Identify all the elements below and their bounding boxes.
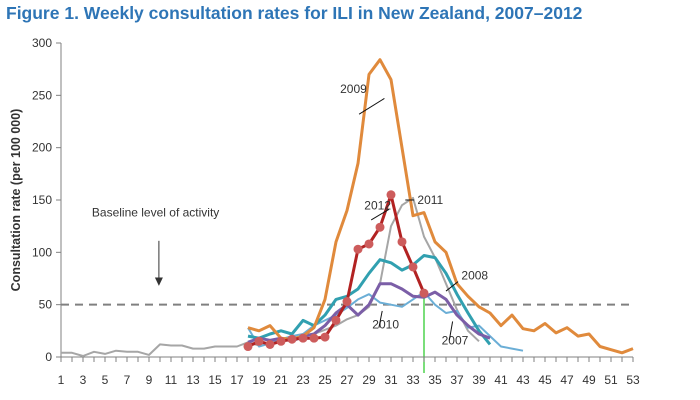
series-label-2011: 2011 [417, 193, 443, 207]
leader-line-2010 [378, 310, 383, 328]
arrow-down-icon [154, 277, 163, 286]
x-tick-label: 15 [208, 373, 222, 387]
series-point-2012 [353, 244, 363, 254]
series-point-2012 [320, 332, 330, 342]
x-tick-label: 5 [102, 373, 109, 387]
y-tick-label: 300 [32, 36, 52, 50]
series-line-2009 [247, 58, 634, 355]
series-point-2012 [309, 333, 319, 343]
x-tick-label: 35 [428, 373, 442, 387]
x-tick-label: 43 [516, 373, 530, 387]
leader-line-2009 [358, 98, 385, 115]
chart-title: Figure 1. Weekly consultation rates for … [6, 3, 583, 23]
x-tick-label: 13 [186, 373, 200, 387]
x-tick-label: 17 [230, 373, 244, 387]
series-label-2009: 2009 [340, 82, 367, 96]
series-label-2008: 2008 [461, 269, 488, 283]
x-tick-label: 25 [318, 373, 332, 387]
x-tick-label: 7 [124, 373, 131, 387]
x-tick-label: 53 [626, 373, 640, 387]
series-point-2012 [375, 222, 385, 232]
x-tick-label: 11 [165, 373, 178, 387]
leader-line-2012 [370, 208, 390, 221]
x-tick-label: 23 [296, 373, 310, 387]
x-tick-label: 33 [406, 373, 420, 387]
x-tick-label: 51 [604, 373, 618, 387]
x-tick-label: 37 [450, 373, 464, 387]
x-tick-label: 29 [362, 373, 376, 387]
y-tick-label: 100 [32, 245, 52, 259]
leader-line-2007 [448, 321, 454, 341]
series-point-2012 [408, 262, 418, 272]
x-tick-label: 19 [252, 373, 266, 387]
y-tick-label: 0 [45, 350, 52, 364]
y-tick-label: 50 [39, 298, 53, 312]
x-tick-label: 31 [384, 373, 398, 387]
series-point-2012 [331, 315, 341, 325]
series-point-2012 [364, 239, 374, 249]
series-point-2012 [342, 297, 352, 307]
series-line-2008 [247, 254, 492, 346]
y-axis-label: Consultation rate (per 100 000) [9, 109, 23, 292]
series-point-2012 [397, 237, 407, 247]
leader-line-2008 [445, 281, 459, 292]
series-point-2012 [276, 336, 286, 346]
series-point-2012 [265, 339, 275, 349]
x-tick-label: 49 [582, 373, 596, 387]
x-tick-label: 1 [58, 373, 65, 387]
y-tick-label: 150 [32, 193, 52, 207]
series-label-2007: 2007 [442, 333, 469, 347]
x-tick-label: 47 [560, 373, 574, 387]
x-tick-label: 41 [494, 373, 508, 387]
x-tick-label: 21 [274, 373, 288, 387]
baseline-label: Baseline level of activity [92, 206, 219, 220]
x-tick-label: 39 [472, 373, 486, 387]
series-point-2012 [419, 288, 429, 298]
x-tick-label: 27 [340, 373, 354, 387]
series-label-2012: 2012 [364, 198, 391, 212]
series-point-2012 [287, 334, 297, 344]
x-tick-label: 45 [538, 373, 552, 387]
series-point-2012 [243, 342, 253, 352]
x-tick-label: 9 [146, 373, 153, 387]
series-point-2012 [254, 336, 264, 346]
y-tick-label: 250 [32, 88, 52, 102]
y-tick-label: 200 [32, 141, 52, 155]
series-point-2012 [386, 190, 396, 200]
series-point-2012 [298, 333, 308, 343]
x-tick-label: 3 [80, 373, 87, 387]
series-label-2010: 2010 [372, 318, 399, 332]
